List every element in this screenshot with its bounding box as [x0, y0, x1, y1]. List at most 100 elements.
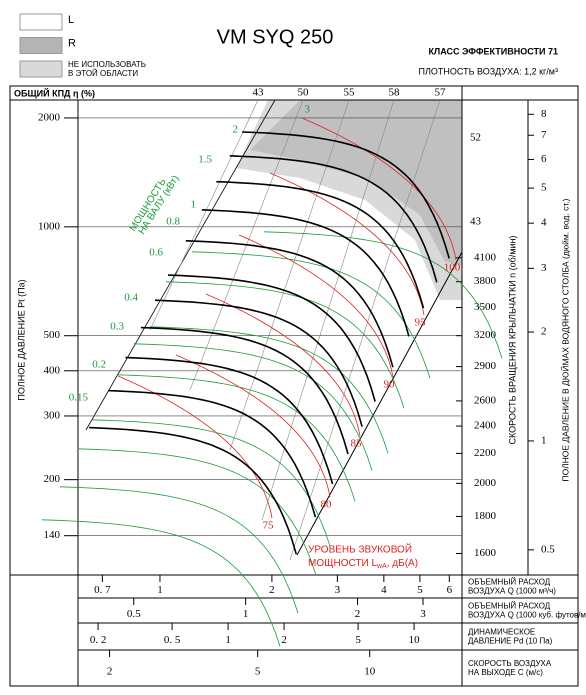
x-axis-label: ДАВЛЕНИЕ Pd (10 Па) — [468, 637, 553, 646]
r-area — [250, 100, 462, 265]
noise-curve — [238, 234, 394, 378]
x-tick-label: 1 — [225, 634, 231, 646]
power-label: 0.6 — [149, 247, 163, 259]
power-curve — [149, 326, 389, 454]
noise-axis-label-part: МОЩНОСТИ L — [308, 558, 377, 569]
rpm-tick-label: 1600 — [474, 547, 497, 559]
power-curve — [77, 448, 317, 576]
rpm-tick-label: 1800 — [474, 510, 497, 522]
chart-title: VM SYQ 250 — [217, 26, 334, 48]
x-tick-label: 5 — [355, 634, 361, 646]
inch-tick-label: 2 — [541, 326, 547, 338]
noise-label: 80 — [321, 499, 333, 511]
noise-label: 90 — [384, 379, 396, 391]
rpm-tick-label: 2200 — [474, 447, 497, 459]
inch-tick-label: 5 — [541, 182, 547, 194]
fan-curve — [167, 274, 376, 402]
efficiency-label: 52 — [470, 132, 481, 144]
rpm-tick-label: 2900 — [474, 360, 497, 372]
fan-curve — [242, 131, 450, 259]
x-tick-label: 0. 2 — [90, 634, 107, 646]
x-axis-label: ОБЪЕМНЫЙ РАСХОД — [468, 602, 551, 611]
legend-label: R — [68, 37, 76, 49]
x-axis-label: НА ВЫХОДЕ C (м/с) — [468, 668, 543, 677]
x-tick-label: 5 — [417, 584, 423, 596]
x-tick-label: 4 — [381, 584, 387, 596]
y-tick-label: 2000 — [38, 111, 61, 123]
boundary-line — [296, 251, 463, 556]
y-tick-label: 400 — [44, 364, 61, 376]
fan-curve — [125, 356, 334, 485]
power-curve — [91, 419, 331, 547]
x-tick-label: 1 — [157, 584, 163, 596]
x-tick-label: 0.5 — [127, 608, 141, 620]
inch-tick-label: 6 — [541, 153, 547, 165]
inch-axis-label: ПОЛНОЕ ДАВЛЕНИЕ В ДЮЙМАХ ВОДЯНОГО СТОЛБА… — [559, 198, 570, 481]
power-curve — [133, 343, 373, 471]
efficiency-label: 55 — [344, 87, 356, 99]
legend-label: L — [68, 14, 74, 26]
power-label: 2 — [233, 124, 239, 136]
legend-swatch — [19, 13, 63, 31]
power-curve — [263, 231, 503, 359]
fan-curve — [229, 155, 438, 283]
x-axis-label: ВОЗДУХА Q (1000 м³/ч) — [468, 587, 556, 596]
power-curve — [116, 374, 356, 502]
noise-axis-label: УРОВЕНЬ ЗВУКОВОЙ — [308, 543, 412, 556]
noise-label: 100 — [444, 262, 461, 274]
efficiency-class: КЛАСС ЭФФЕКТИВНОСТИ 71 — [428, 46, 558, 56]
efficiency-axis-label: ОБЩИЙ КПД η (%) — [14, 87, 95, 98]
inch-tick-label: 3 — [541, 262, 547, 274]
noise-axis-label-part: wA — [376, 563, 387, 570]
fan-curve — [140, 326, 349, 455]
inch-tick-label: 8 — [541, 108, 547, 120]
rpm-axis-label: СКОРОСТЬ ВРАЩЕНИЯ КРЫЛЬЧАТКИ n (об/мин) — [507, 235, 517, 444]
x-tick-label: 0. 7 — [94, 584, 111, 596]
fan-curve — [185, 240, 394, 368]
inch-tick-label: 4 — [541, 217, 547, 229]
power-curve — [59, 486, 299, 614]
power-label: 0.4 — [124, 292, 138, 304]
y-axis-label: ПОЛНОЕ ДАВЛЕНИЕ Pt (Па) — [16, 279, 26, 400]
power-curve — [191, 251, 431, 379]
x-axis-label: СКОРОСТЬ ВОЗДУХА — [468, 659, 552, 668]
x-tick-label: 5 — [255, 666, 261, 678]
power-curve — [41, 519, 281, 647]
efficiency-label: 58 — [389, 87, 401, 99]
power-label: 0.8 — [166, 216, 180, 228]
y-tick-label: 300 — [44, 409, 61, 421]
x-axis-label: ВОЗДУХА Q (1000 куб. футов/мин) — [468, 611, 586, 620]
rpm-tick-label: 2000 — [474, 477, 497, 489]
rpm-tick-label: 4100 — [474, 251, 497, 263]
efficiency-label: 43 — [470, 216, 482, 228]
rpm-tick-label: 2600 — [474, 394, 497, 406]
y-tick-label: 500 — [44, 329, 61, 341]
fan-curve — [154, 299, 363, 427]
y-tick-label: 1000 — [38, 220, 61, 232]
x-tick-label: 3 — [420, 608, 426, 620]
inch-tick-label: 0.5 — [541, 543, 555, 555]
y-tick-label: 200 — [44, 473, 61, 485]
rpm-tick-label: 3500 — [474, 301, 497, 313]
efficiency-label: 50 — [298, 87, 310, 99]
noise-curve — [301, 117, 457, 261]
noise-curve — [175, 354, 331, 498]
noise-label: 95 — [415, 317, 427, 329]
fan-curve — [89, 426, 297, 555]
power-curve — [165, 281, 405, 409]
x-tick-label: 2 — [107, 666, 113, 678]
noise-curve — [205, 293, 361, 437]
inch-tick-label: 1 — [541, 434, 547, 446]
x-axis-label: ДИНАМИЧЕСКОЕ — [468, 628, 535, 637]
x-tick-label: 2 — [281, 634, 287, 646]
fan-curve — [108, 389, 317, 518]
power-label: 0.3 — [110, 321, 124, 333]
y-tick-label: 140 — [44, 529, 61, 541]
x-tick-label: 6 — [447, 584, 453, 596]
x-tick-label: 0. 5 — [164, 634, 181, 646]
efficiency-label: 57 — [435, 87, 447, 99]
x-tick-label: 2 — [269, 584, 275, 596]
rpm-tick-label: 3800 — [474, 275, 497, 287]
x-tick-label: 10 — [364, 666, 376, 678]
